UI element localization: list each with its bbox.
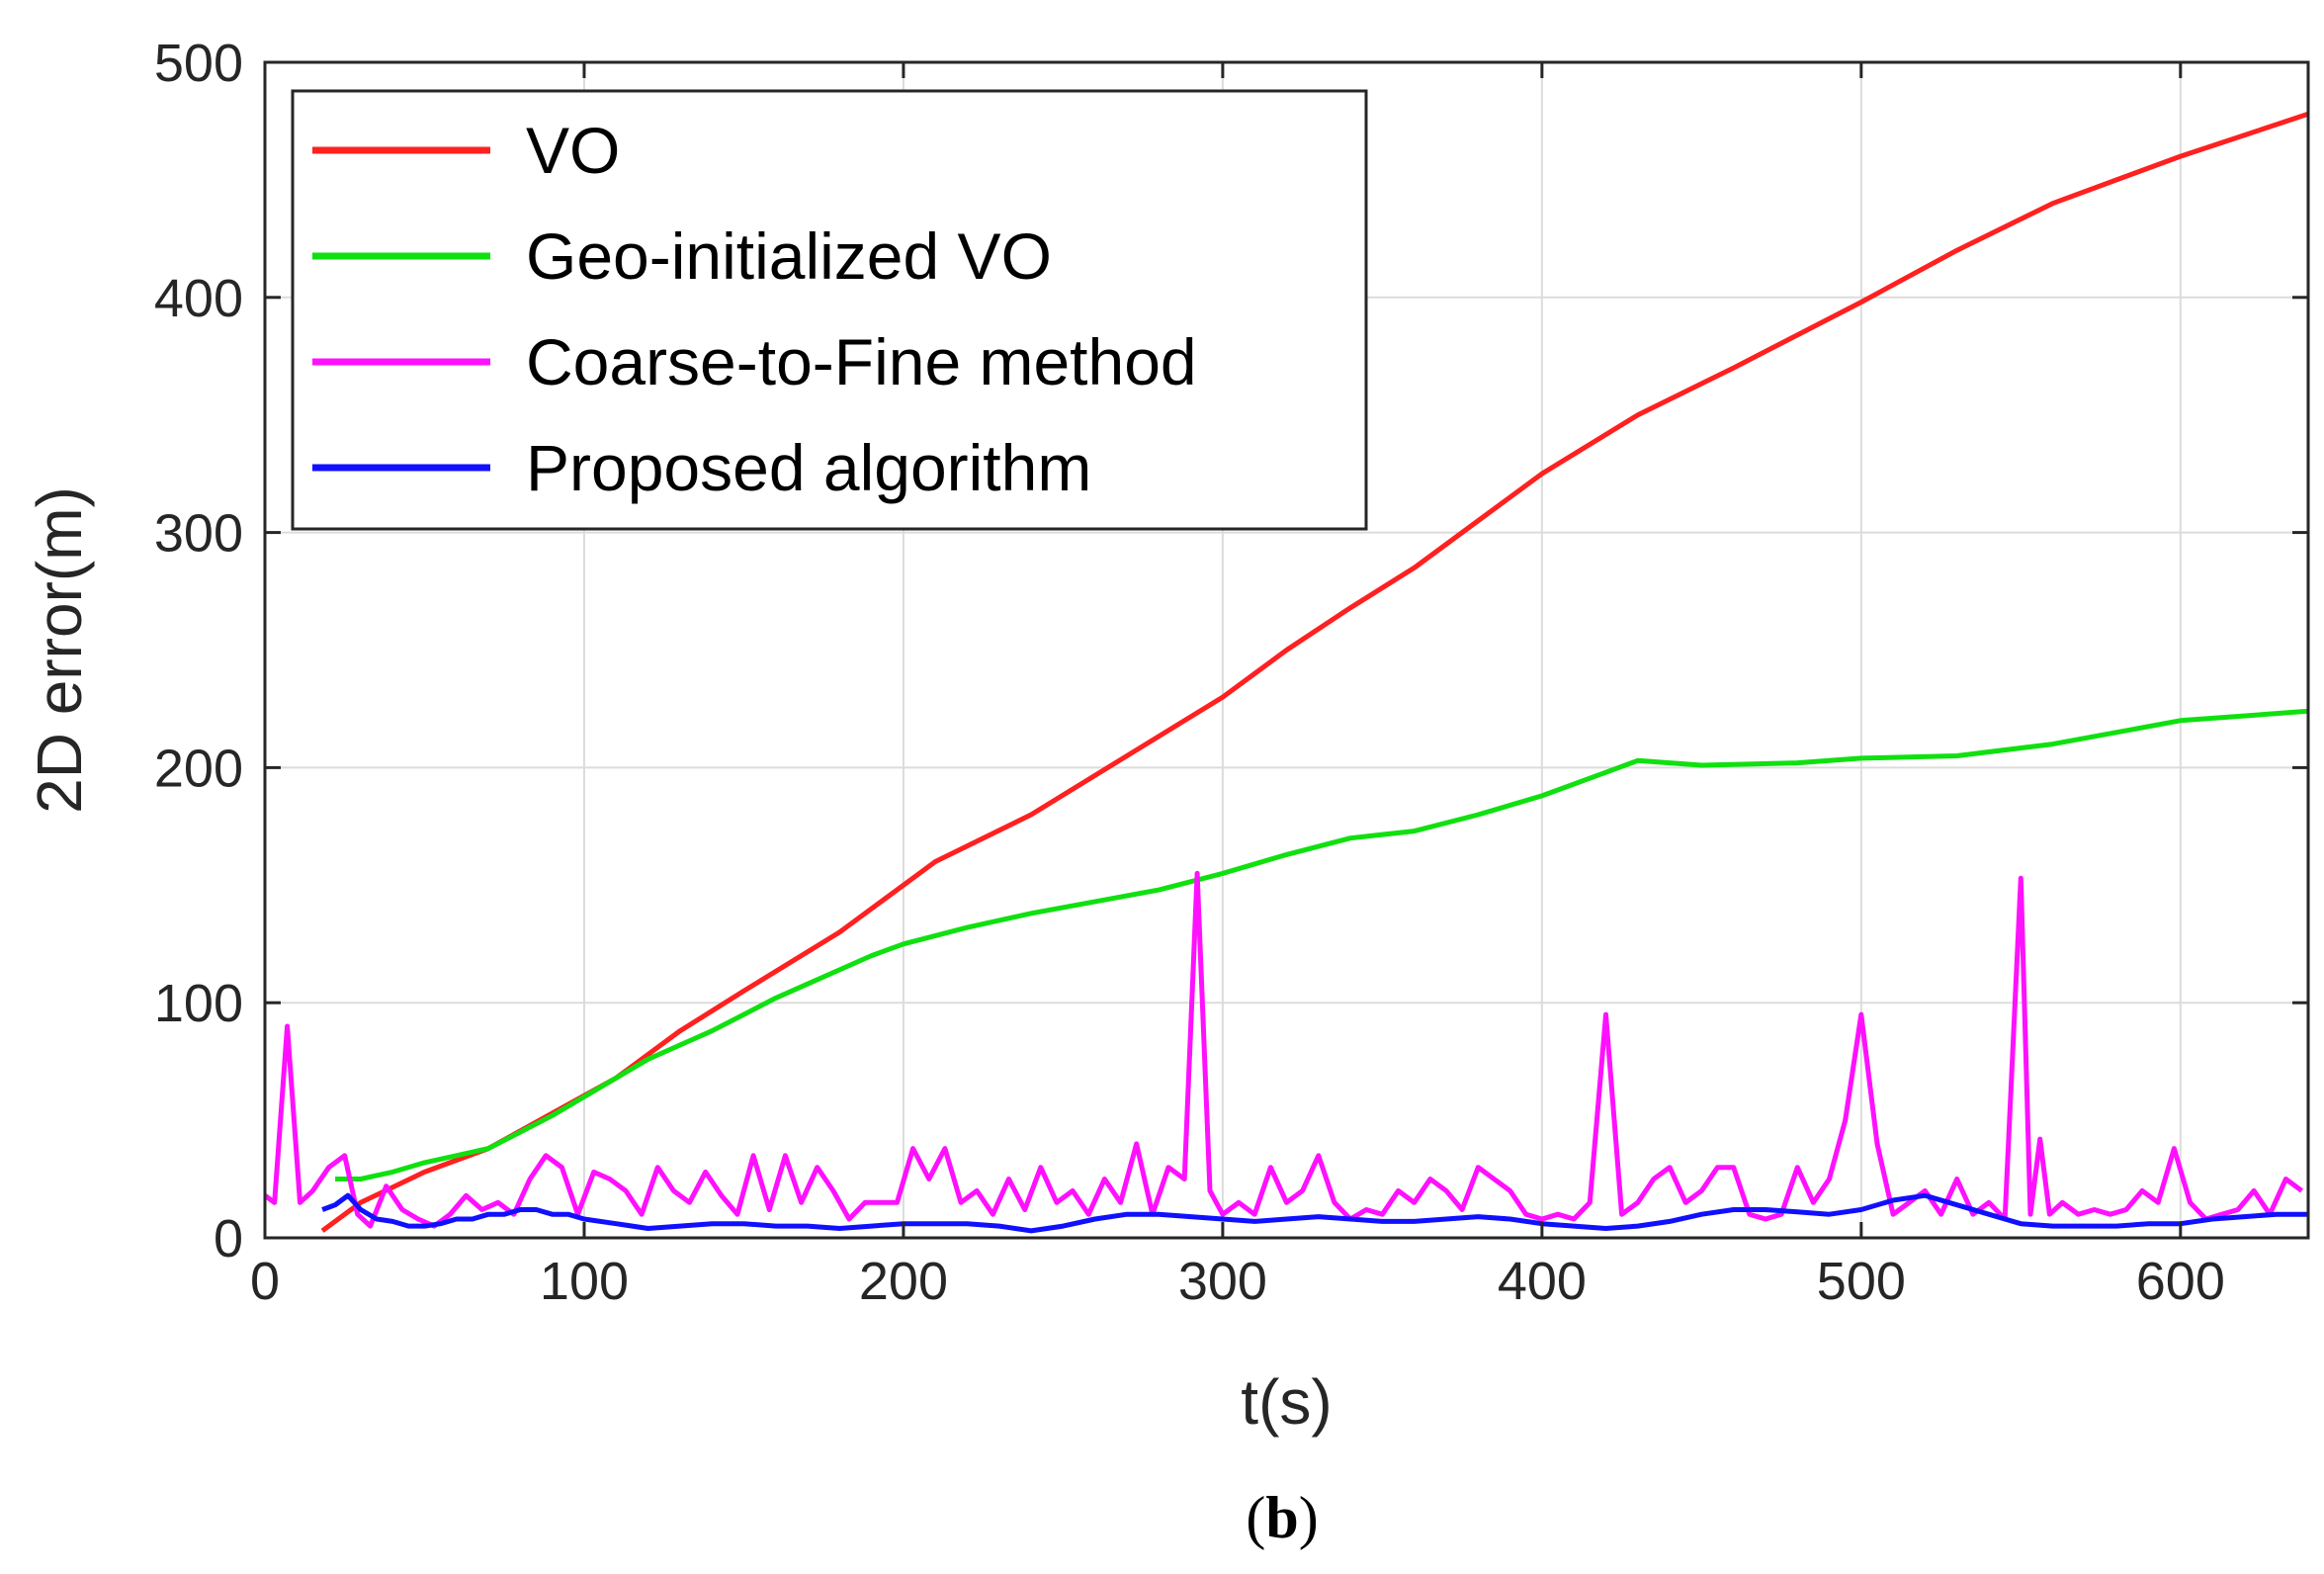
legend-box bbox=[291, 89, 1368, 531]
panel-label: (b) bbox=[1246, 1485, 1318, 1550]
series-line-coarse-to-fine-method bbox=[263, 870, 2303, 1229]
plot-frame bbox=[263, 60, 2310, 1240]
x-tick-label: 100 bbox=[540, 1252, 629, 1311]
series-line-geo-initialized-vo bbox=[335, 708, 2309, 1181]
panel-label-open: ( bbox=[1246, 1485, 1265, 1550]
x-tick-label: 200 bbox=[859, 1252, 948, 1311]
legend-label-geo-initialized-vo: Geo-initialized VO bbox=[526, 219, 1052, 293]
x-axis-label: t(s) bbox=[1241, 1366, 1332, 1438]
y-axis-label: 2D error(m) bbox=[24, 486, 95, 814]
x-tick-label: 0 bbox=[250, 1252, 280, 1311]
x-tick-label: 300 bbox=[1178, 1252, 1267, 1311]
legend: VO Geo-initialized VO Coarse-to-Fine metho… bbox=[291, 89, 1368, 531]
x-tick-label: 400 bbox=[1498, 1252, 1587, 1311]
axis-ticks: 0 100 200 300 400 500 600 0 100 200 300 400 500 bbox=[154, 34, 2308, 1311]
x-tick-label: 500 bbox=[1817, 1252, 1906, 1311]
plot-area bbox=[263, 111, 2309, 1234]
panel-label-close: ) bbox=[1299, 1485, 1319, 1550]
y-tick-label: 500 bbox=[154, 34, 243, 93]
series-line-proposed-algorithm bbox=[321, 1192, 2308, 1234]
legend-label-proposed-algorithm: Proposed algorithm bbox=[526, 431, 1091, 504]
y-tick-label: 0 bbox=[214, 1209, 243, 1268]
y-tick-label: 100 bbox=[154, 974, 243, 1033]
legend-label-coarse-to-fine-method: Coarse-to-Fine method bbox=[526, 325, 1197, 398]
y-tick-label: 300 bbox=[154, 504, 243, 564]
y-tick-label: 400 bbox=[154, 269, 243, 328]
x-tick-label: 600 bbox=[2136, 1252, 2225, 1311]
y-tick-label: 200 bbox=[154, 739, 243, 798]
panel-label-letter: b bbox=[1265, 1485, 1298, 1550]
legend-label-vo: VO bbox=[526, 114, 620, 187]
